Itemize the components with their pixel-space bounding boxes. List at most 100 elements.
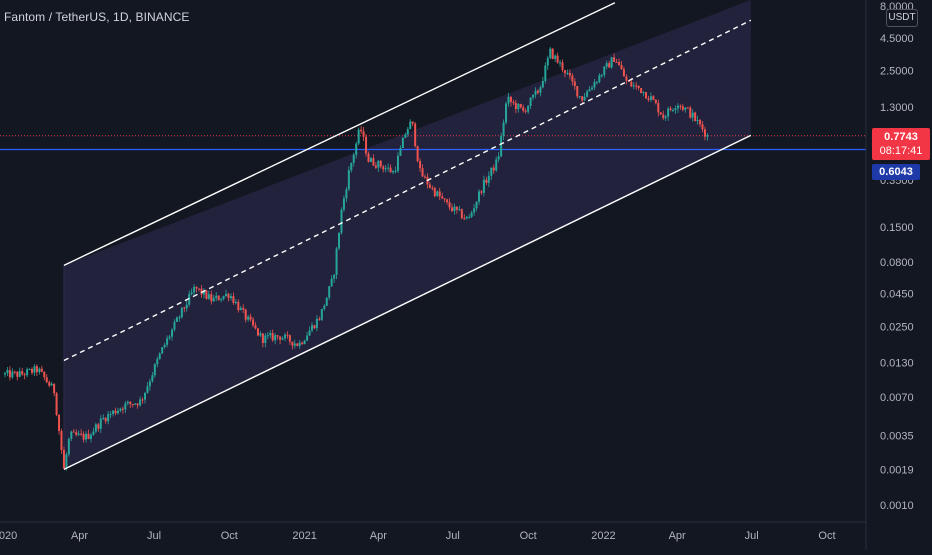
candle-body [40,368,43,372]
candle-body [239,307,242,311]
candle-body [109,413,112,415]
candle-body [259,333,262,336]
channel-fill [63,0,751,470]
candle-body [465,216,468,219]
candle-body [168,336,171,339]
y-tick-label: 0.0130 [880,358,914,370]
candle-body [458,209,461,211]
candle-body [53,383,56,394]
candle-body [618,62,621,65]
x-tick-label: 2022 [591,530,615,542]
candle-body [43,371,46,378]
candle-body [227,293,230,299]
x-tick-label: Apr [71,530,88,542]
candle-body [153,364,156,376]
candle-body [26,369,29,376]
candle-body [593,82,596,88]
candle-body [615,61,618,63]
candle-body [605,63,608,67]
candle-body [234,301,237,304]
candle-body [23,374,26,376]
candle-body [416,146,419,161]
candle-body [313,325,316,329]
candle-body [210,294,213,302]
candle-body [340,209,343,233]
y-tick-label: 0.0019 [880,464,914,476]
candle-body [694,112,697,121]
candle-body [220,299,223,301]
candle-body [6,370,9,374]
candle-body [664,116,667,119]
candle-body [347,170,350,190]
channel-group [63,0,751,470]
candle-body [478,191,481,202]
candle-body [72,431,75,433]
candle-body [266,335,269,337]
x-tick-label: 2021 [292,530,316,542]
candle-body [443,198,446,200]
candle-body [4,373,6,375]
y-tick-label: 0.1500 [880,222,914,234]
candle-body [222,295,225,300]
candle-body [453,206,456,211]
candle-body [136,403,139,406]
candle-body [92,431,95,435]
candle-body [532,94,535,98]
candle-body [75,432,78,435]
candle-body [286,334,289,336]
candle-body [345,189,348,199]
candle-body [116,410,119,414]
candle-body [107,414,110,422]
candle-body [699,119,702,125]
x-tick-label: Jul [446,530,460,542]
candle-body [411,121,414,124]
candle-body [261,333,264,343]
candle-body [640,88,643,94]
candle-body [492,167,495,171]
candle-body [190,292,193,294]
candle-body [65,454,68,469]
candle-body [689,107,692,118]
candle-body [500,136,503,157]
candle-body [131,404,134,406]
x-tick-label: 2020 [0,530,17,542]
candle-body [175,317,178,322]
candle-body [399,147,402,156]
candle-body [451,207,453,211]
candle-body [645,92,648,99]
candle-body [414,123,417,147]
candle-body [99,418,102,429]
candle-body [271,333,274,341]
channel-upper-line [63,2,616,266]
candle-body [252,319,255,326]
x-tick-label: Apr [669,530,686,542]
y-tick-label: 0.0070 [880,392,914,404]
candle-body [225,293,228,296]
candle-body [480,191,483,193]
candle-body [625,76,628,81]
candle-body [590,87,593,90]
candle-body [102,418,105,420]
candle-body [556,55,559,63]
candle-body [104,418,107,422]
candle-body [342,198,345,210]
candle-body [419,160,422,169]
candle-body [276,335,279,337]
candle-body [242,307,245,310]
candles-group [4,46,709,471]
candle-body [296,343,299,346]
candle-body [320,308,323,320]
candle-body [561,62,564,71]
candle-body [60,430,63,450]
candle-body [303,340,306,344]
candle-body [522,107,525,111]
candle-body [551,48,554,59]
candle-body [482,179,485,193]
candle-body [200,288,203,295]
candle-body [215,295,218,298]
candle-body [598,75,601,82]
currency-unit-button[interactable]: USDT [886,9,918,27]
candle-body [509,96,512,102]
